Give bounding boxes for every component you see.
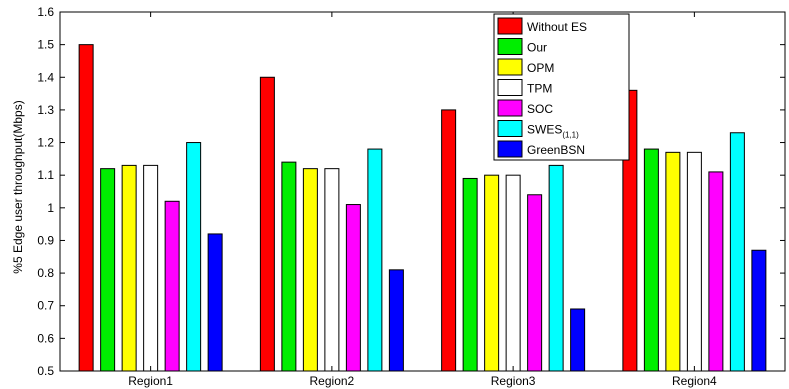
bar-soc-region4 (708, 171, 724, 372)
legend-label-opm: OPM (527, 61, 554, 75)
x-tick-label-region3: Region3 (491, 374, 536, 388)
y-tick-label: 1.2 (37, 136, 54, 150)
x-tick-label-region1: Region1 (128, 374, 173, 388)
bar-without-es-region1 (78, 44, 94, 372)
legend-label-tpm: TPM (527, 82, 552, 96)
bar-soc-region3 (527, 194, 543, 372)
x-tick-label-region4: Region4 (672, 374, 717, 388)
y-tick-label: 1.5 (37, 38, 54, 52)
bar-soc-region2 (345, 204, 361, 372)
bar-our-region3 (462, 177, 478, 372)
legend-label-greenbsn: GreenBSN (527, 143, 585, 157)
axes-group: 0.5 0.6 0.7 0.8 0.9 1 1.1 1.2 1.3 1.4 1.5 1.6 Region… (37, 5, 786, 388)
y-tick-label: 0.6 (37, 331, 54, 345)
bar-without-es-region2 (259, 76, 275, 372)
bar-opm-region2 (302, 168, 318, 372)
legend-swatch-tpm (497, 79, 523, 96)
y-tick-label: 0.5 (37, 364, 54, 378)
bar-greenbsn-region3 (570, 308, 586, 372)
y-tick-label: 0.9 (37, 233, 54, 247)
plot-frame (59, 11, 786, 372)
bar-swes-region3 (548, 164, 564, 372)
bar-swes-region4 (729, 132, 745, 372)
legend-label-soc: SOC (527, 102, 553, 116)
legend-swatch-swes (497, 120, 523, 137)
legend-swatch-without-es (497, 17, 523, 35)
y-tick-label: 0.7 (37, 299, 54, 313)
bar-swes-region2 (367, 148, 383, 372)
bars-group (78, 44, 767, 372)
y-tick-label: 1 (47, 201, 54, 215)
legend-swatch-our (497, 38, 523, 55)
y-tick-label: 1.3 (37, 103, 54, 117)
bar-tpm-region2 (324, 168, 340, 372)
bar-swes-region1 (186, 142, 202, 372)
legend-label-our: Our (527, 41, 547, 55)
bar-opm-region4 (665, 151, 681, 372)
bar-soc-region1 (164, 200, 180, 372)
y-tick-label: 1.6 (37, 5, 54, 19)
y-tick-label: 0.8 (37, 266, 54, 280)
bar-tpm-region1 (143, 164, 159, 372)
bar-our-region1 (100, 168, 116, 372)
bar-opm-region1 (121, 164, 137, 372)
y-tick-label: 1.4 (37, 70, 54, 84)
legend-swatch-opm (497, 58, 523, 76)
bar-without-es-region3 (441, 109, 457, 372)
bar-our-region2 (281, 161, 297, 372)
legend-swatch-soc (497, 99, 523, 117)
bar-our-region4 (643, 148, 659, 372)
legend-swatch-greenbsn (497, 140, 523, 158)
y-tick-label: 1.1 (37, 168, 54, 182)
y-axis-label: %5 Edge user throughput(Mbps) (11, 100, 25, 273)
bar-opm-region3 (484, 174, 500, 372)
bar-tpm-region4 (686, 151, 702, 372)
x-tick-label-region2: Region2 (310, 374, 355, 388)
bar-tpm-region3 (505, 174, 521, 372)
bar-greenbsn-region4 (751, 249, 767, 372)
bar-greenbsn-region2 (388, 269, 404, 372)
legend-label-without-es: Without ES (527, 20, 587, 34)
bar-greenbsn-region1 (207, 233, 223, 372)
